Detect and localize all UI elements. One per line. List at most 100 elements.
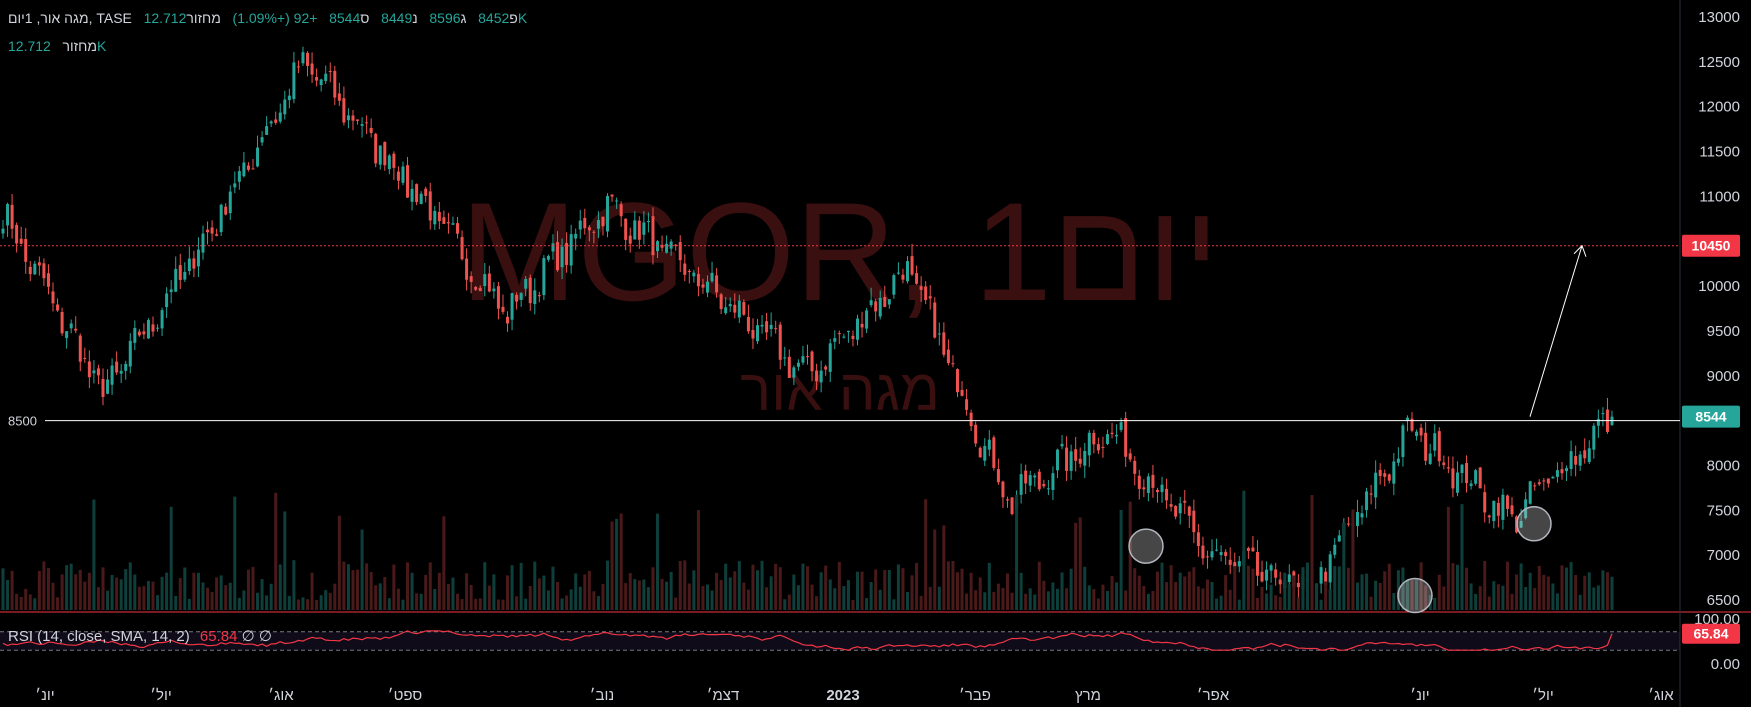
candle-body xyxy=(1124,418,1128,457)
volume-bar xyxy=(1478,586,1482,610)
volume-bar xyxy=(192,572,196,610)
volume-bar xyxy=(1078,517,1082,610)
candle-body xyxy=(983,445,987,461)
volume-bar xyxy=(1346,567,1350,610)
volume-bar xyxy=(1092,589,1096,610)
volume-bar xyxy=(519,562,523,610)
candle-body xyxy=(1446,467,1450,469)
candle-body xyxy=(506,316,510,324)
volume-bar xyxy=(428,562,432,610)
candle-body xyxy=(796,362,800,367)
candle-body xyxy=(92,370,96,374)
volume-bar xyxy=(1133,568,1137,610)
volume-bar xyxy=(874,569,878,610)
volume-bar xyxy=(33,598,37,610)
candle-body xyxy=(924,286,928,301)
projection-arrow xyxy=(1529,245,1583,417)
volume-bar xyxy=(1369,596,1373,610)
candle-body xyxy=(706,281,710,293)
volume-bar xyxy=(1155,571,1159,610)
candle-body xyxy=(910,256,914,275)
candle-body xyxy=(728,304,732,307)
x-tick-label: מרץ xyxy=(1075,687,1101,704)
candle-body xyxy=(587,227,591,231)
volume-bar xyxy=(1015,494,1019,610)
candle-body xyxy=(328,71,332,73)
candle-body xyxy=(319,79,323,86)
volume-bar xyxy=(1124,590,1128,610)
volume-bar xyxy=(1328,588,1332,610)
candle-body xyxy=(151,324,155,332)
candle-body xyxy=(624,218,628,240)
volume-bar xyxy=(665,581,669,610)
candle-body xyxy=(1287,574,1291,583)
candle-body xyxy=(510,293,514,320)
volume-bar xyxy=(301,597,305,610)
volume-bar xyxy=(574,573,578,610)
candle-body xyxy=(1346,523,1350,525)
volume-bar xyxy=(910,575,914,610)
volume-bar xyxy=(796,585,800,610)
volume-bar xyxy=(1251,568,1255,610)
volume-bar xyxy=(1319,599,1323,610)
volume-bar xyxy=(937,586,941,610)
candle-body xyxy=(42,263,46,279)
volume-bar xyxy=(24,588,28,610)
volume-bar xyxy=(360,529,364,610)
volume-bar xyxy=(1592,587,1596,610)
candle-body xyxy=(196,249,200,267)
volume-bar xyxy=(810,584,814,610)
y-tick-label: 7500 xyxy=(1707,502,1740,519)
volume-bar xyxy=(565,595,569,610)
volume-legend-value: 12.712K xyxy=(8,38,107,54)
candle-body xyxy=(78,335,82,362)
candle-body xyxy=(487,273,491,292)
volume-bar xyxy=(237,597,241,610)
candle-body xyxy=(106,379,110,394)
volume-bar xyxy=(992,591,996,610)
candle-body xyxy=(942,332,946,355)
candle-body xyxy=(1442,462,1446,466)
candle-body xyxy=(115,361,119,373)
volume-bar xyxy=(615,518,619,610)
candle-body xyxy=(837,333,841,335)
candle-body xyxy=(760,324,764,327)
volume-bar xyxy=(1587,572,1591,610)
candle-body xyxy=(246,165,250,170)
candle-body xyxy=(1110,432,1114,434)
candle-body xyxy=(1437,431,1441,462)
volume-bar xyxy=(1142,586,1146,610)
candle-body xyxy=(969,412,973,427)
volume-bar xyxy=(1296,597,1300,610)
volume-bar xyxy=(178,578,182,610)
target-price-badge-bg xyxy=(1682,234,1740,257)
candle-body xyxy=(169,289,173,293)
volume-bar xyxy=(1110,576,1114,610)
candle-body xyxy=(1074,449,1078,461)
candle-body xyxy=(901,274,905,280)
volume-bar xyxy=(846,580,850,610)
watermark-title: MGOR, 1יום xyxy=(461,173,1220,330)
volume-bar xyxy=(383,577,387,610)
candle-body xyxy=(1128,453,1132,460)
volume-bar xyxy=(1055,588,1059,610)
candle-body xyxy=(1265,569,1269,581)
change-value: +92 (+1.09%) xyxy=(232,10,318,26)
candle-body xyxy=(396,171,400,181)
volume-bar xyxy=(56,597,60,610)
volume-bar xyxy=(1051,582,1055,610)
candle-body xyxy=(360,124,364,126)
rsi-band xyxy=(0,631,1680,651)
volume-bar xyxy=(6,579,10,610)
candle-body xyxy=(1151,474,1155,488)
volume-bar xyxy=(1201,588,1205,610)
candle-body xyxy=(201,233,205,253)
candle-body xyxy=(1369,493,1373,495)
candle-body xyxy=(1274,569,1278,578)
candle-body xyxy=(1024,470,1028,484)
volume-bar xyxy=(774,563,778,610)
candle-body xyxy=(1424,432,1428,461)
volume-bar xyxy=(233,496,237,610)
candle-body xyxy=(887,299,891,305)
